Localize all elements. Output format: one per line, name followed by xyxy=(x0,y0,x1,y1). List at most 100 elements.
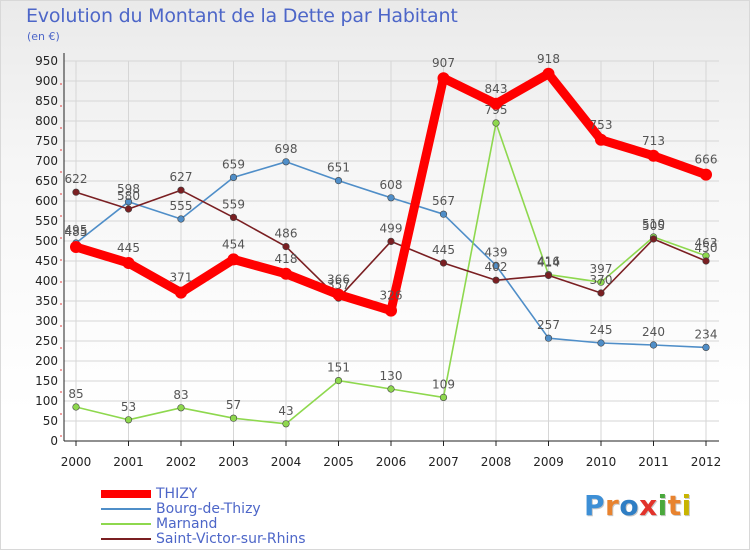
data-point xyxy=(492,119,500,127)
data-label: 245 xyxy=(590,323,613,337)
y-tick-label: 500 xyxy=(35,234,58,248)
data-point xyxy=(597,339,605,347)
data-label: 414 xyxy=(537,255,560,269)
data-label: 366 xyxy=(327,273,350,287)
data-point xyxy=(649,235,658,243)
y-tick-label: 950 xyxy=(35,54,58,68)
data-point xyxy=(544,334,553,342)
data-label: 559 xyxy=(222,197,245,211)
data-label: 402 xyxy=(485,260,508,274)
y-tick-label: 0 xyxy=(50,434,58,448)
data-point xyxy=(597,278,605,286)
legend-label: Bourg-de-Thizy xyxy=(156,501,261,517)
data-point xyxy=(227,253,240,266)
data-label: 918 xyxy=(537,52,560,66)
data-point xyxy=(597,289,605,297)
data-label: 659 xyxy=(222,157,245,171)
logo-letter: i xyxy=(681,489,692,522)
data-label: 397 xyxy=(590,262,613,276)
y-tick-label: 150 xyxy=(35,374,58,388)
data-point xyxy=(175,286,187,299)
proxiti-logo: Proxiti xyxy=(584,489,692,522)
data-point xyxy=(177,186,185,194)
data-point xyxy=(124,205,133,213)
data-label: 499 xyxy=(380,221,403,235)
data-label: 608 xyxy=(380,178,403,192)
data-point xyxy=(124,198,133,206)
data-point xyxy=(122,257,135,269)
data-label: 510 xyxy=(642,217,665,231)
y-tick-label: 900 xyxy=(35,74,58,88)
y-tick-label: 200 xyxy=(35,354,58,368)
data-point xyxy=(280,267,292,280)
x-tick-label: 2009 xyxy=(533,455,564,469)
data-point xyxy=(595,133,607,146)
data-label: 257 xyxy=(537,318,560,332)
x-tick-label: 2008 xyxy=(481,455,512,469)
data-label: 454 xyxy=(222,237,245,251)
data-point xyxy=(702,343,710,352)
data-point xyxy=(229,414,238,422)
data-label: 445 xyxy=(432,243,455,257)
data-label: 505 xyxy=(642,219,665,233)
data-label: 698 xyxy=(275,142,298,156)
legend-swatch xyxy=(101,538,151,540)
data-point xyxy=(437,72,450,85)
data-label: 234 xyxy=(695,327,718,341)
data-label: 627 xyxy=(170,170,193,184)
chart-title: Evolution du Montant de la Dette par Hab… xyxy=(26,5,458,27)
data-label: 43 xyxy=(278,404,293,418)
data-label: 445 xyxy=(117,241,140,255)
data-point xyxy=(490,97,502,110)
data-point xyxy=(387,237,395,245)
x-tick-label: 2006 xyxy=(376,455,407,469)
data-point xyxy=(439,210,448,218)
data-label: 843 xyxy=(485,82,508,96)
data-point xyxy=(334,177,343,185)
data-label: 495 xyxy=(65,223,88,237)
data-point xyxy=(649,341,658,349)
data-label: 418 xyxy=(275,252,298,266)
logo-letter: r xyxy=(605,489,620,522)
data-point xyxy=(177,215,185,223)
y-tick-label: 50 xyxy=(43,414,58,428)
legend-swatch xyxy=(101,490,151,498)
data-label: 555 xyxy=(170,199,193,213)
logo-letter: o xyxy=(619,489,640,522)
data-label: 666 xyxy=(695,153,718,167)
data-point xyxy=(334,377,343,385)
y-tick-label: 550 xyxy=(35,214,58,228)
y-tick-label: 350 xyxy=(35,294,58,308)
logo-letter: t xyxy=(667,489,682,522)
data-point xyxy=(282,158,290,166)
data-label: 463 xyxy=(695,236,718,250)
data-label: 598 xyxy=(117,182,140,196)
data-point xyxy=(700,168,712,181)
x-tick-label: 2002 xyxy=(166,455,197,469)
data-point xyxy=(387,385,395,393)
y-tick-label: 100 xyxy=(35,394,58,408)
data-point xyxy=(492,261,500,270)
x-tick-label: 2011 xyxy=(638,455,669,469)
y-tick-label: 750 xyxy=(35,134,58,148)
data-label: 622 xyxy=(65,172,88,186)
data-label: 907 xyxy=(432,56,455,70)
data-point xyxy=(439,259,448,267)
data-point xyxy=(282,243,290,251)
data-point xyxy=(70,241,82,253)
y-tick-label: 850 xyxy=(35,94,58,108)
data-point xyxy=(387,194,395,202)
data-label: 450 xyxy=(695,241,718,255)
legend-swatch xyxy=(101,523,151,525)
data-label: 85 xyxy=(68,387,83,401)
data-label: 130 xyxy=(380,369,403,383)
y-tick-label: 800 xyxy=(35,114,58,128)
data-point xyxy=(124,416,133,424)
data-label: 416 xyxy=(537,255,560,269)
data-label: 53 xyxy=(121,400,136,414)
x-tick-label: 2007 xyxy=(428,455,459,469)
data-label: 370 xyxy=(590,273,613,287)
legend-label: Marnand xyxy=(156,516,218,532)
legend-label: THIZY xyxy=(156,486,198,502)
